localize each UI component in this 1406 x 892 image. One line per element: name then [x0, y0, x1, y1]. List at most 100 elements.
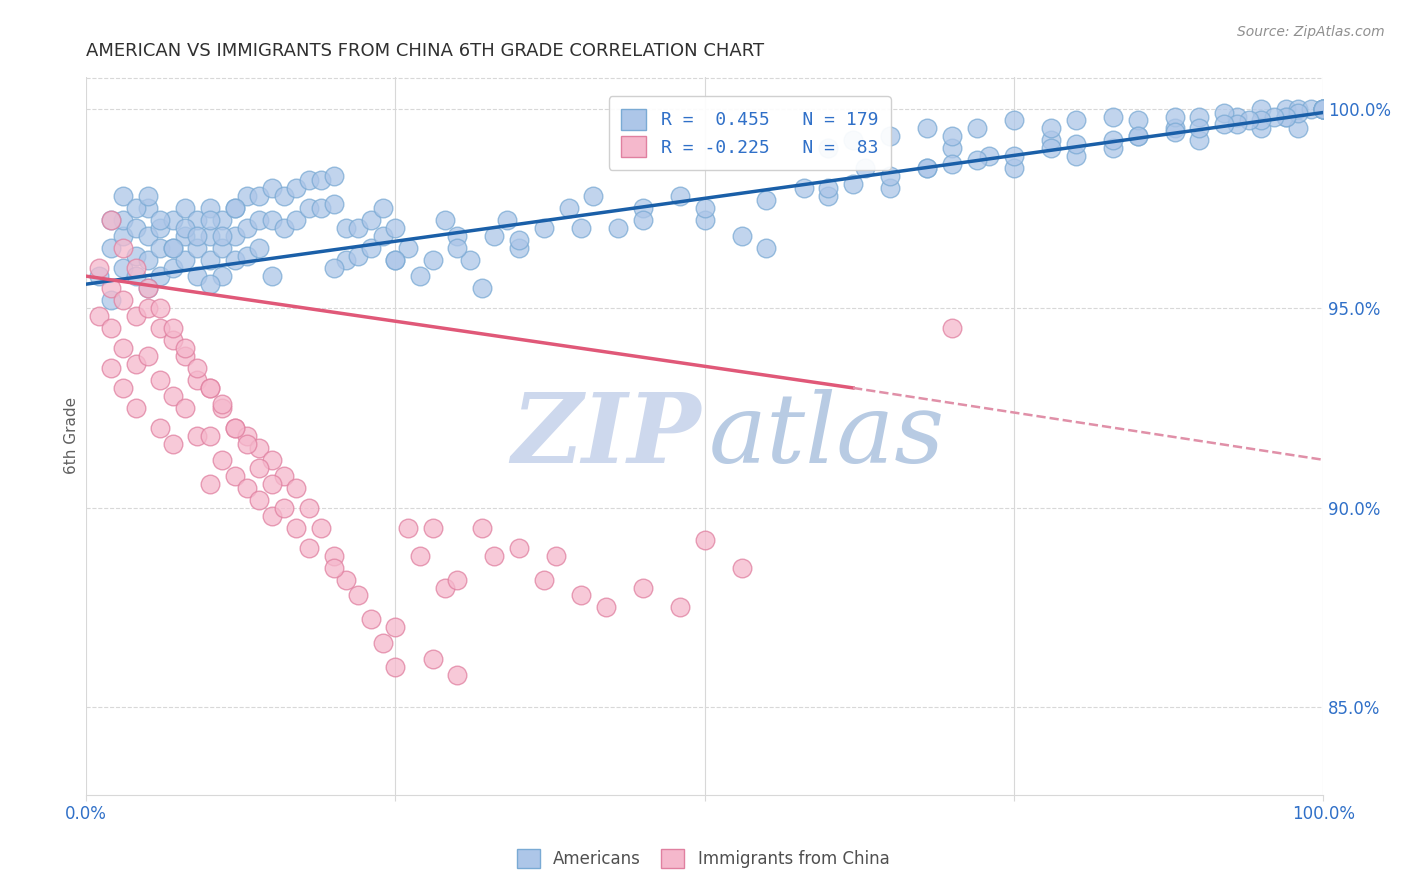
Point [1286, 105, 1309, 120]
Point [273, 189, 295, 203]
Point [112, 381, 135, 395]
Point [198, 429, 221, 443]
Point [309, 173, 332, 187]
Point [384, 221, 406, 235]
Point [533, 573, 555, 587]
Point [273, 500, 295, 515]
Point [162, 389, 184, 403]
Point [569, 589, 592, 603]
Point [236, 189, 259, 203]
Point [162, 261, 184, 276]
Point [309, 521, 332, 535]
Point [198, 381, 221, 395]
Point [1250, 113, 1272, 128]
Point [149, 221, 172, 235]
Point [298, 541, 321, 555]
Point [793, 181, 815, 195]
Point [371, 229, 394, 244]
Legend: Americans, Immigrants from China: Americans, Immigrants from China [508, 840, 898, 877]
Point [112, 261, 135, 276]
Point [149, 269, 172, 284]
Point [186, 373, 208, 387]
Point [100, 213, 122, 227]
Point [124, 309, 146, 323]
Point [817, 141, 839, 155]
Point [1002, 149, 1025, 163]
Point [174, 349, 197, 363]
Point [211, 397, 233, 411]
Point [260, 452, 283, 467]
Point [446, 229, 468, 244]
Point [422, 652, 444, 666]
Point [384, 620, 406, 634]
Point [842, 133, 865, 147]
Point [112, 189, 135, 203]
Point [285, 521, 308, 535]
Text: ZIP: ZIP [512, 389, 702, 483]
Point [149, 373, 172, 387]
Point [260, 508, 283, 523]
Point [879, 181, 901, 195]
Point [335, 221, 357, 235]
Point [409, 549, 432, 563]
Point [136, 253, 159, 268]
Point [569, 221, 592, 235]
Point [546, 549, 568, 563]
Point [360, 612, 382, 626]
Point [396, 521, 419, 535]
Point [1275, 102, 1298, 116]
Point [124, 202, 146, 216]
Point [186, 269, 208, 284]
Point [285, 181, 308, 195]
Point [149, 421, 172, 435]
Point [149, 213, 172, 227]
Point [1102, 141, 1125, 155]
Point [966, 121, 988, 136]
Point [162, 321, 184, 335]
Point [347, 589, 370, 603]
Text: Source: ZipAtlas.com: Source: ZipAtlas.com [1237, 25, 1385, 39]
Point [384, 660, 406, 674]
Point [422, 253, 444, 268]
Point [112, 213, 135, 227]
Point [87, 269, 110, 284]
Point [236, 221, 259, 235]
Point [298, 173, 321, 187]
Point [174, 401, 197, 415]
Point [236, 429, 259, 443]
Point [322, 549, 344, 563]
Point [224, 421, 246, 435]
Point [471, 281, 494, 295]
Point [1126, 129, 1149, 144]
Point [731, 560, 754, 574]
Point [1163, 126, 1185, 140]
Point [1286, 121, 1309, 136]
Point [1225, 118, 1247, 132]
Point [298, 202, 321, 216]
Point [198, 277, 221, 292]
Point [1064, 149, 1087, 163]
Point [247, 213, 270, 227]
Point [112, 293, 135, 307]
Point [298, 500, 321, 515]
Point [484, 229, 506, 244]
Point [917, 121, 939, 136]
Point [149, 241, 172, 255]
Point [966, 153, 988, 168]
Point [631, 581, 654, 595]
Point [1040, 121, 1063, 136]
Point [371, 636, 394, 650]
Point [211, 269, 233, 284]
Point [1163, 121, 1185, 136]
Point [186, 361, 208, 376]
Point [186, 241, 208, 255]
Point [100, 321, 122, 335]
Point [1002, 113, 1025, 128]
Point [669, 600, 692, 615]
Point [1064, 113, 1087, 128]
Y-axis label: 6th Grade: 6th Grade [65, 397, 79, 475]
Point [842, 178, 865, 192]
Point [1263, 110, 1285, 124]
Point [260, 269, 283, 284]
Point [186, 213, 208, 227]
